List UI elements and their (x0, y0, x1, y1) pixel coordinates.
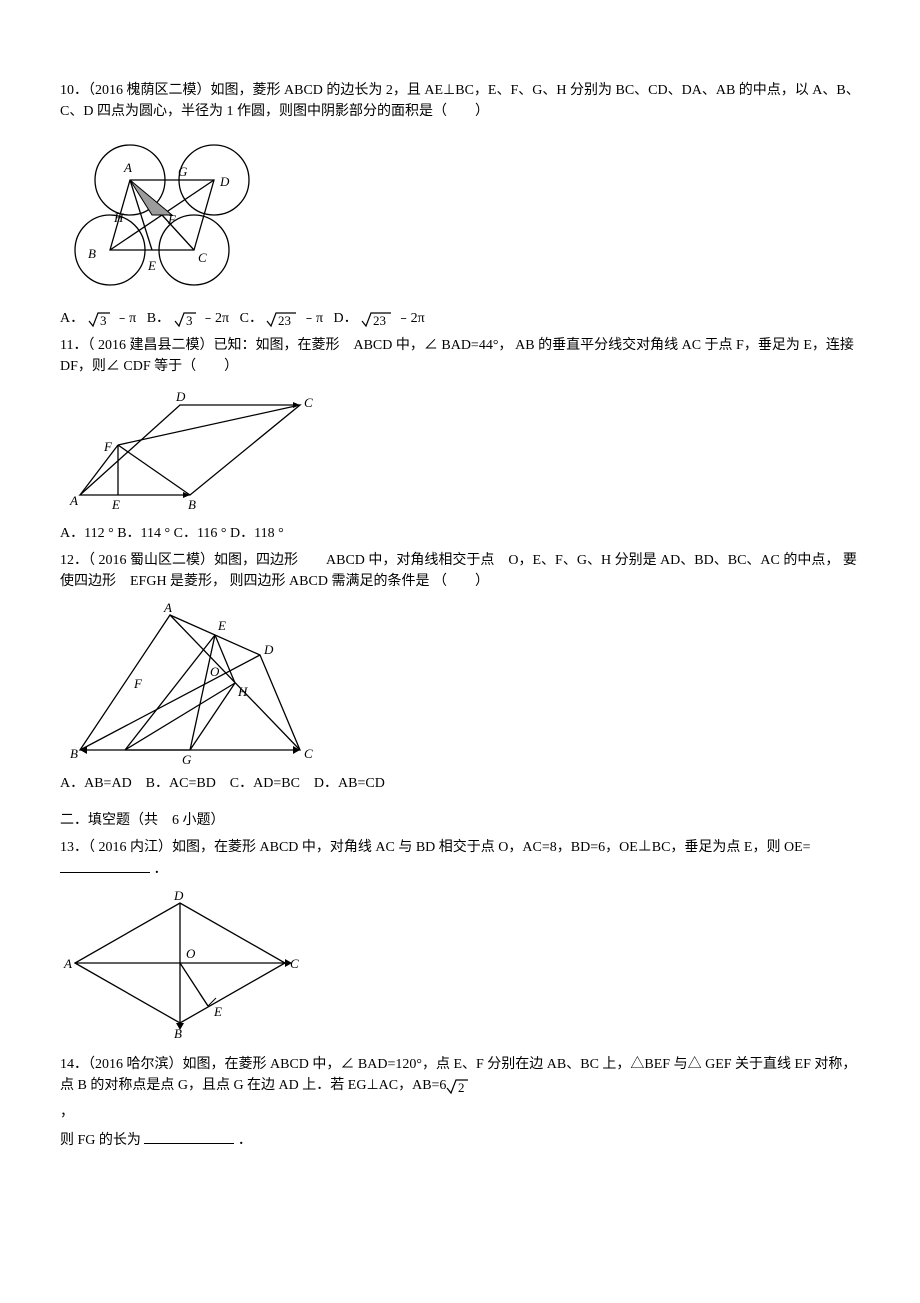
q13-figure: A B C D O E (60, 888, 860, 1038)
svg-text:A: A (123, 160, 132, 175)
opt-b-post: ﹣2π (201, 311, 229, 326)
svg-text:C: C (198, 250, 207, 265)
opt-c-post: ﹣π (302, 311, 323, 326)
svg-text:C: C (290, 956, 299, 971)
q12-figure: A E D F O H B G C (60, 600, 860, 765)
svg-text:23: 23 (373, 313, 386, 328)
svg-text:H: H (237, 684, 248, 699)
svg-text:D: D (263, 642, 274, 657)
svg-text:B: B (70, 746, 78, 761)
svg-text:A: A (63, 956, 72, 971)
svg-text:F: F (167, 212, 177, 227)
svg-text:E: E (147, 258, 156, 273)
q10-options: A． 3 ﹣π B． 3 ﹣2π C． 23 ﹣π D． 23 ﹣2π (60, 308, 860, 329)
svg-text:E: E (217, 618, 226, 633)
fill-blank[interactable] (144, 1129, 234, 1144)
q10-figure: A G D H F B E C (60, 130, 860, 300)
q12-stem: 12．（ 2016 蜀山区二模）如图，四边形 ABCD 中，对角线相交于点 O，… (60, 550, 860, 592)
svg-text:F: F (133, 676, 143, 691)
svg-text:C: C (304, 395, 313, 410)
sqrt-icon: 23 (361, 309, 393, 329)
q14-line2-text: 则 FG 的长为 (60, 1133, 141, 1148)
q14-period: ． (238, 1133, 252, 1148)
svg-text:F: F (103, 439, 113, 454)
opt-a-post: ﹣π (115, 311, 136, 326)
svg-text:A: A (69, 493, 78, 508)
svg-text:O: O (210, 664, 220, 679)
svg-text:D: D (219, 174, 230, 189)
svg-text:C: C (304, 746, 313, 761)
svg-text:D: D (175, 389, 186, 404)
svg-text:23: 23 (278, 313, 291, 328)
svg-text:3: 3 (100, 313, 107, 328)
opt-a-pre: A． (60, 311, 84, 326)
q14-stem: 14．（2016 哈尔滨）如图，在菱形 ABCD 中，∠ BAD=120°，点 … (60, 1054, 860, 1096)
svg-text:D: D (173, 888, 184, 903)
q14-comma: ， (60, 1102, 860, 1123)
sqrt-icon: 23 (266, 309, 298, 329)
q13-stem: 13．（ 2016 内江）如图，在菱形 ABCD 中，对角线 AC 与 BD 相… (60, 837, 860, 880)
svg-text:B: B (174, 1026, 182, 1038)
opt-d-pre: D． (334, 311, 358, 326)
q11-options: A．112 ° B．114 ° C．116 ° D．118 ° (60, 523, 860, 544)
svg-text:3: 3 (186, 313, 193, 328)
fill-blank[interactable] (60, 858, 150, 873)
q11-figure: A E B F D C (60, 385, 860, 515)
svg-text:B: B (88, 246, 96, 261)
q13-stem-pre: 13．（ 2016 内江）如图，在菱形 ABCD 中，对角线 AC 与 BD 相… (60, 840, 811, 855)
svg-text:O: O (186, 946, 196, 961)
opt-d-post: ﹣2π (397, 311, 425, 326)
svg-text:H: H (113, 210, 124, 225)
opt-c-pre: C． (240, 311, 263, 326)
svg-text:2: 2 (458, 1080, 465, 1095)
q12-options: A．AB=AD B．AC=BD C．AD=BC D．AB=CD (60, 773, 860, 794)
svg-text:G: G (178, 164, 188, 179)
sqrt-icon: 3 (174, 309, 198, 329)
q13-stem-post: ． (154, 862, 168, 877)
q11-stem: 11．（ 2016 建昌县二模）已知：如图，在菱形 ABCD 中，∠ BAD=4… (60, 335, 860, 377)
q10-stem: 10．（2016 槐荫区二模）如图，菱形 ABCD 的边长为 2，且 AE⊥BC… (60, 80, 860, 122)
svg-text:E: E (111, 497, 120, 512)
q14-line2: 则 FG 的长为 ． (60, 1129, 860, 1151)
svg-text:E: E (213, 1004, 222, 1019)
opt-b-pre: B． (147, 311, 170, 326)
sqrt-icon: 3 (88, 309, 112, 329)
section2-header: 二．填空题（共 6 小题） (60, 810, 860, 831)
svg-text:B: B (188, 497, 196, 512)
svg-text:G: G (182, 752, 192, 765)
svg-text:A: A (163, 600, 172, 615)
sqrt-icon: 2 (446, 1076, 470, 1096)
